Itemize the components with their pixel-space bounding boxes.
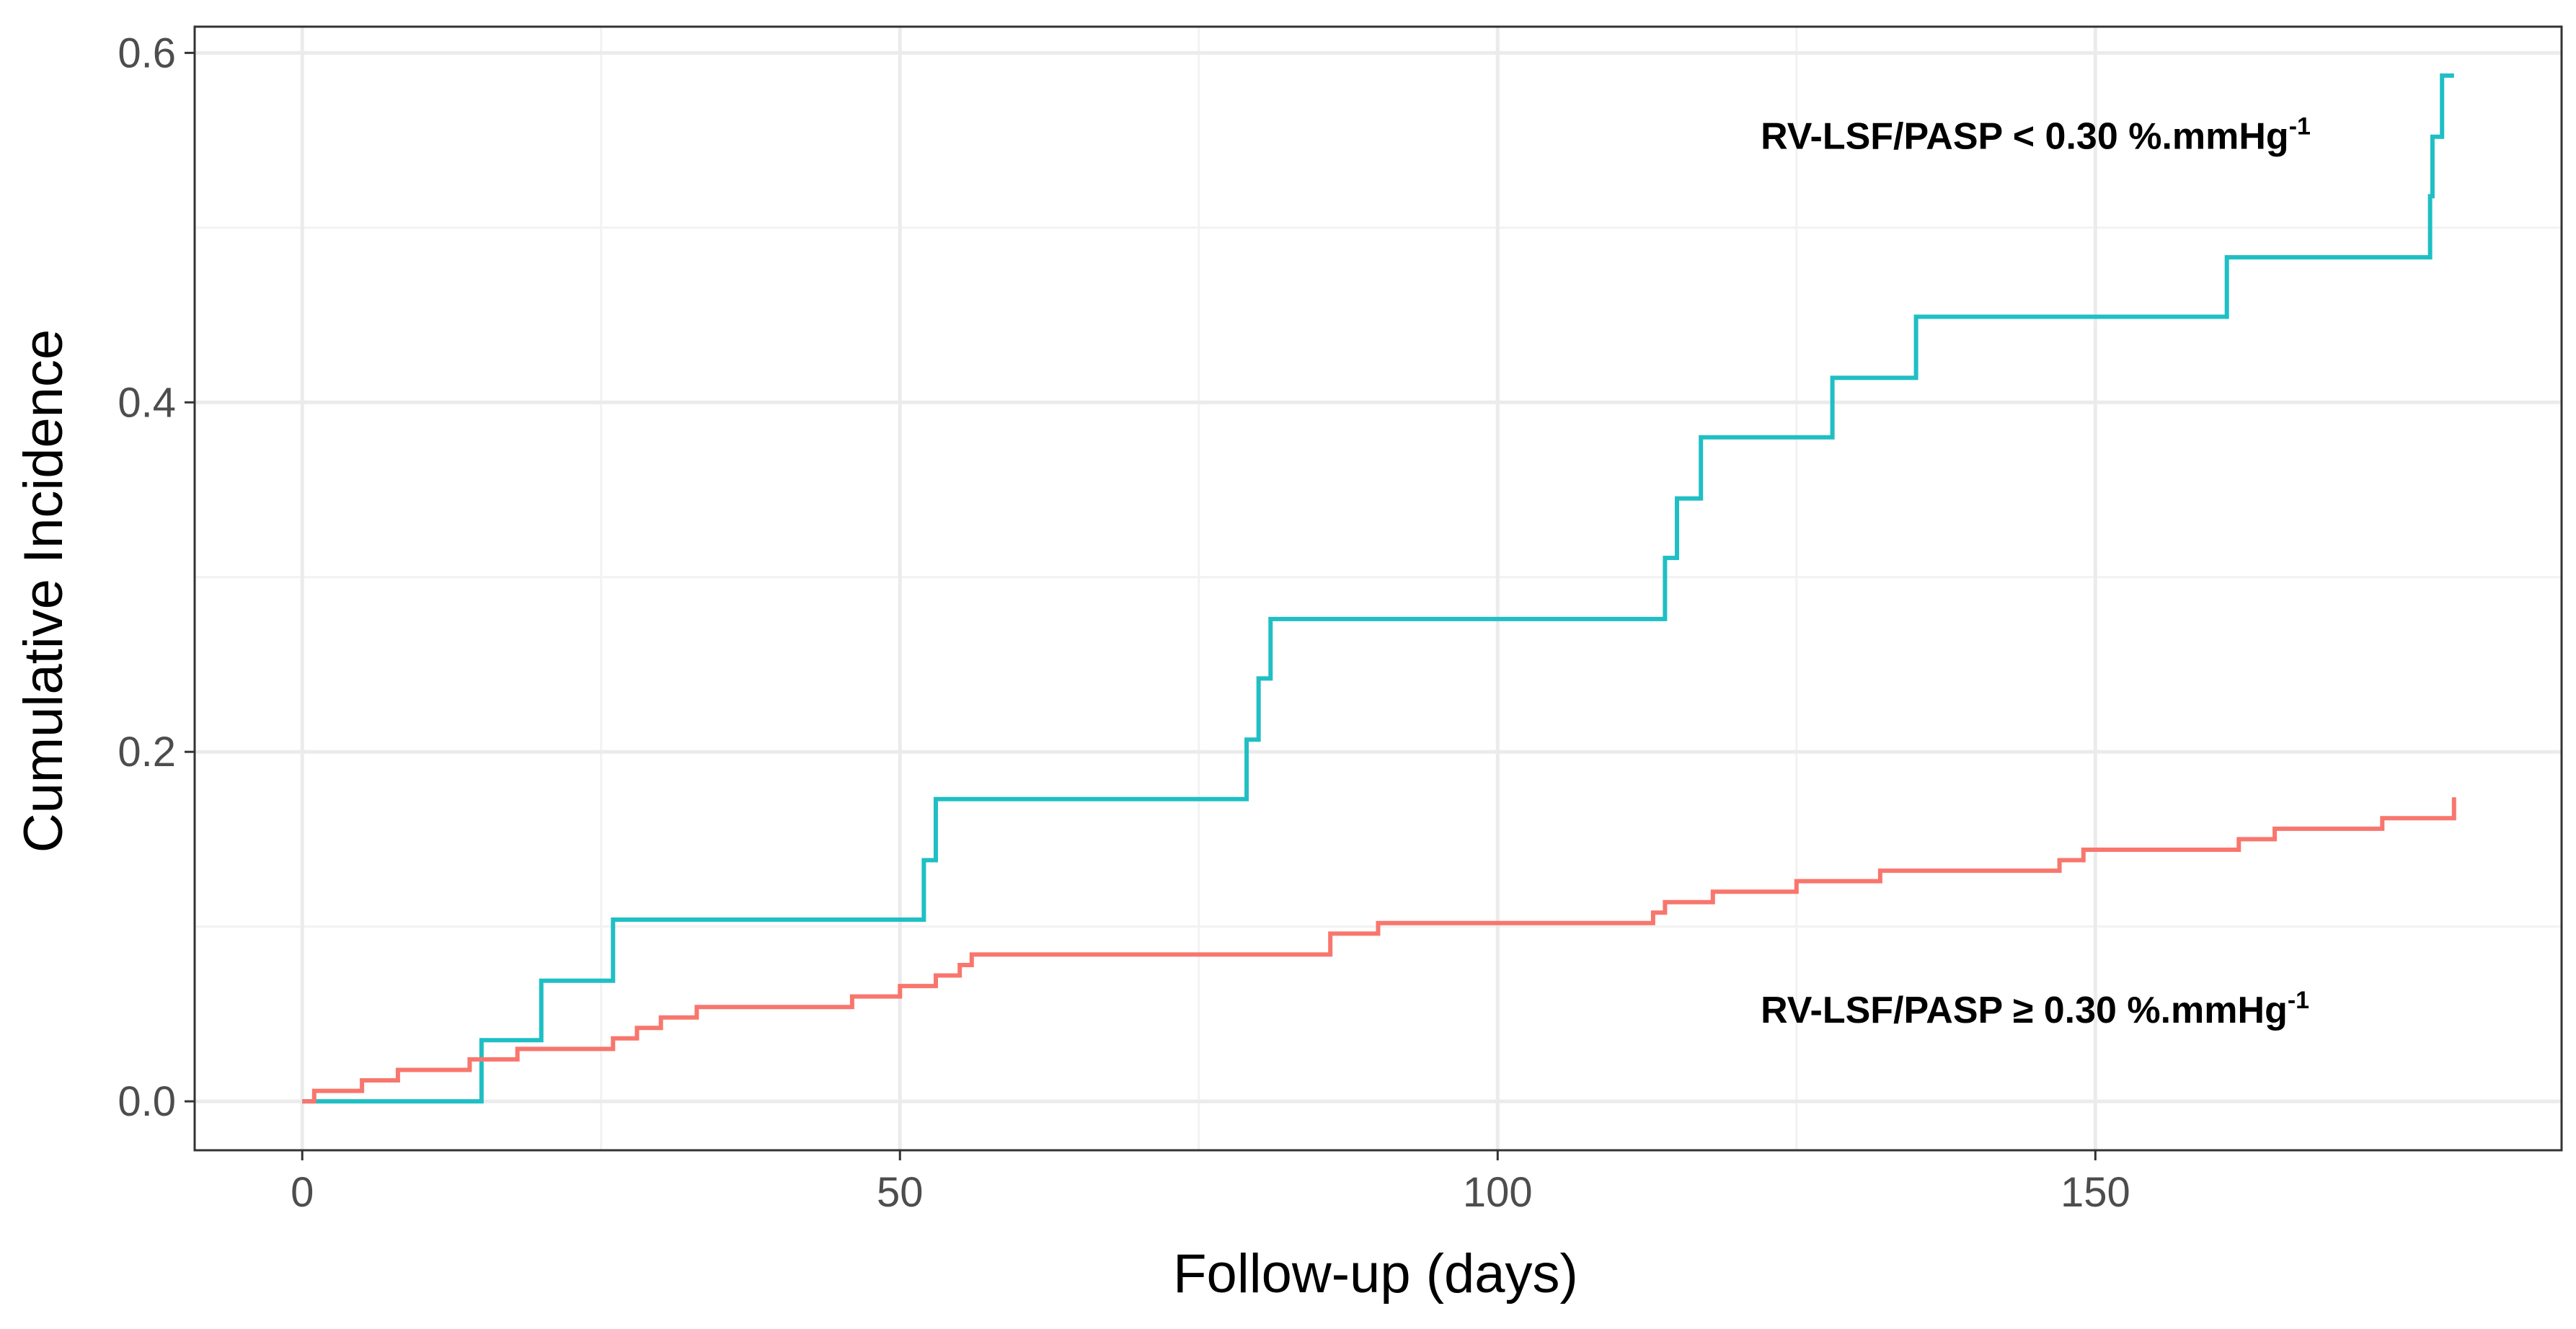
y-axis-title: Cumulative Incidence — [13, 329, 74, 853]
major-gridlines — [195, 27, 2562, 1150]
y-tick-label: 0.4 — [118, 379, 176, 426]
y-axis-ticks: 0.0 0.2 0.4 0.6 — [118, 30, 195, 1125]
series-line-high-ratio — [302, 797, 2456, 1104]
annotation-low-superscript: -1 — [2289, 113, 2311, 141]
series-line-low-ratio — [302, 73, 2454, 1104]
annotation-high-text: RV-LSF/PASP ≥ 0.30 %.mmHg — [1761, 990, 2288, 1031]
y-tick-label: 0.0 — [118, 1078, 176, 1125]
x-tick-label: 0 — [291, 1169, 314, 1216]
x-tick-label: 50 — [877, 1169, 924, 1216]
minor-gridlines — [195, 27, 2562, 1150]
annotation-low-text: RV-LSF/PASP < 0.30 %.mmHg — [1761, 116, 2289, 158]
y-tick-label: 0.6 — [118, 30, 176, 76]
annotations: RV-LSF/PASP < 0.30 %.mmHg-1 RV-LSF/PASP … — [1761, 113, 2311, 1031]
x-tick-label: 100 — [1463, 1169, 1533, 1216]
x-tick-label: 150 — [2061, 1169, 2130, 1216]
panel-border — [193, 25, 2563, 1152]
annotation-high-ratio: RV-LSF/PASP ≥ 0.30 %.mmHg-1 — [1761, 987, 2309, 1031]
series-layer — [302, 73, 2456, 1104]
annotation-low-ratio: RV-LSF/PASP < 0.30 %.mmHg-1 — [1761, 113, 2311, 158]
annotation-high-superscript: -1 — [2288, 987, 2309, 1014]
x-axis-ticks: 0 50 100 150 — [291, 1150, 2130, 1216]
x-axis-title: Follow-up (days) — [1173, 1243, 1578, 1304]
y-tick-label: 0.2 — [118, 729, 176, 775]
